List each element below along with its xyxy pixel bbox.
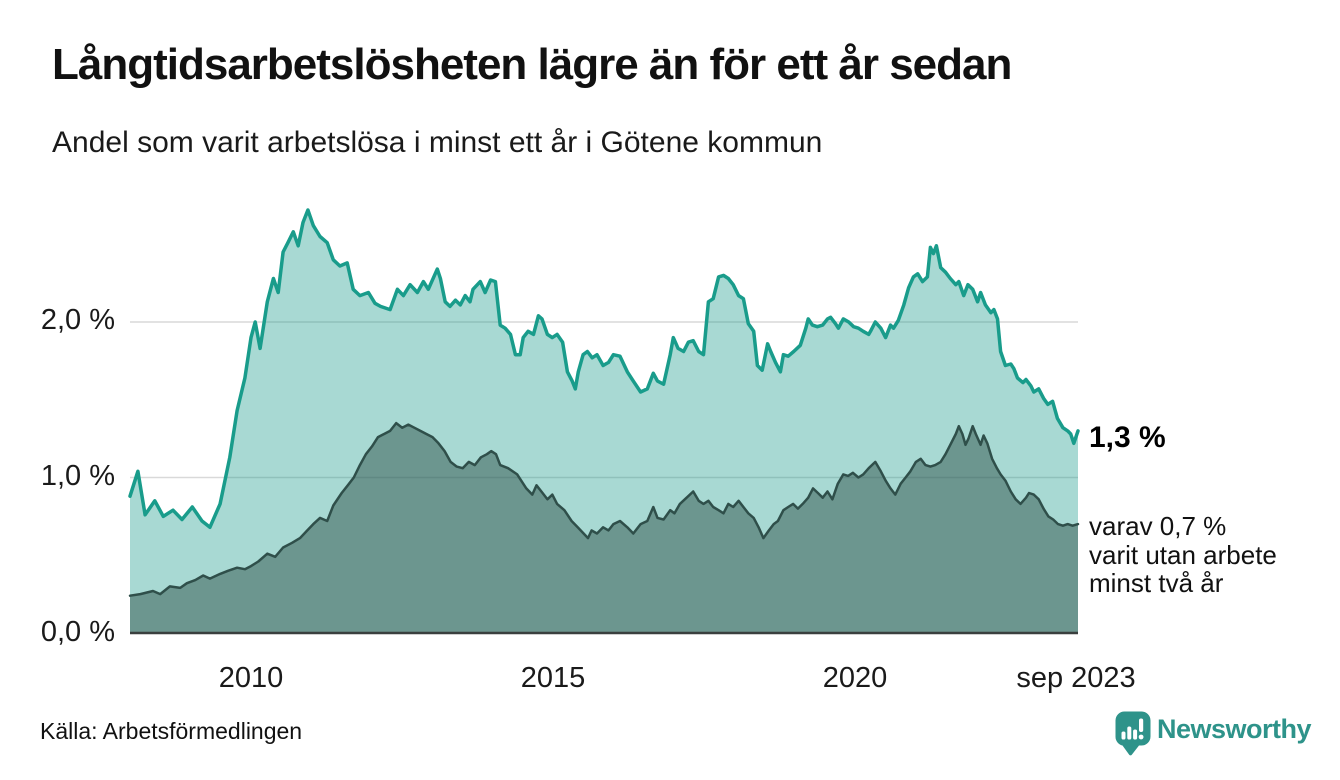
logo-bar-3 [1133, 729, 1138, 740]
logo-exclamation-stem [1139, 718, 1144, 732]
note-line-2: varit utan arbete [1089, 539, 1277, 570]
y-tick-0: 0,0 % [40, 616, 115, 648]
x-tick-2015: 2015 [520, 662, 586, 694]
newsworthy-wordmark: Newsworthy [1157, 714, 1312, 744]
x-tick-sep-2023: sep 2023 [1016, 662, 1136, 694]
page-title: Långtidsarbetslösheten lägre än för ett … [52, 40, 1012, 89]
note-line-3: minst två år [1089, 568, 1224, 598]
y-tick-1: 1,0 % [40, 460, 115, 492]
note-line-1: varav 0,7 % [1089, 511, 1227, 541]
newsworthy-logo-icon [1115, 711, 1151, 756]
logo-bar-1 [1121, 731, 1126, 740]
logo-exclamation-dot [1138, 734, 1144, 740]
chart-subtitle: Andel som varit arbetslösa i minst ett å… [52, 126, 823, 159]
y-tick-2: 2,0 % [40, 304, 115, 336]
x-tick-2010: 2010 [218, 662, 284, 694]
logo-bar-2 [1127, 726, 1132, 740]
x-tick-2020: 2020 [822, 662, 888, 694]
secondary-series-note: varav 0,7 % varit utan arbete minst två … [1089, 512, 1277, 598]
end-value-label: 1,3 % [1089, 421, 1166, 454]
source-attribution: Källa: Arbetsförmedlingen [40, 718, 303, 744]
